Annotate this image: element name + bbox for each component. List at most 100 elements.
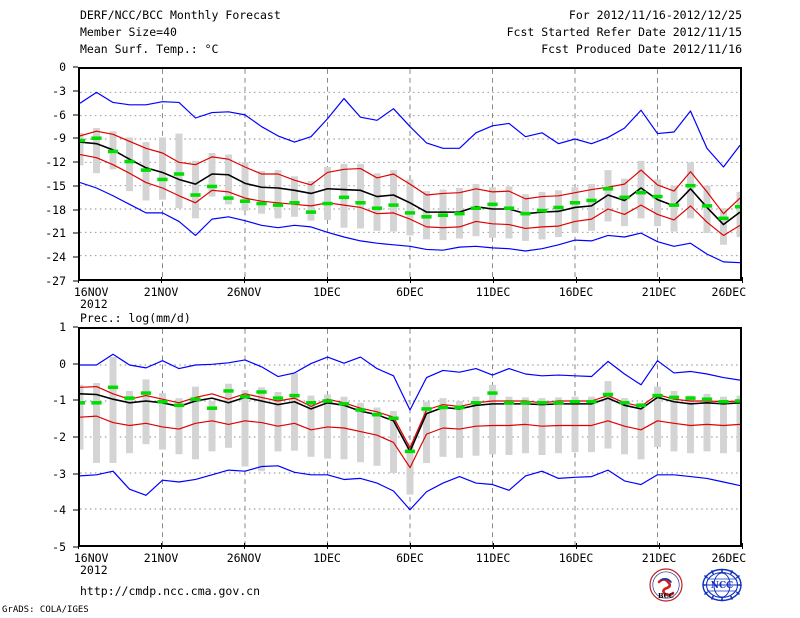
precipitation-year-label: 2012 <box>80 563 108 577</box>
ensemble-spread-bar <box>291 372 298 451</box>
x-axis-tick <box>576 277 577 283</box>
median-marker <box>272 203 284 207</box>
x-axis-tick-label: 1DEC <box>313 551 341 565</box>
y-axis-tick-label: -4 <box>52 503 66 518</box>
median-marker <box>371 412 383 417</box>
ensemble-spread-bar <box>571 396 579 453</box>
ensemble-spread-bar <box>126 390 133 454</box>
ensemble-spread-bar <box>472 184 480 237</box>
ensemble-spread-bar <box>225 154 232 205</box>
x-axis-tick <box>410 277 411 283</box>
forecast-start-date-label: Fcst Started Refer Date 2012/11/15 <box>506 25 742 39</box>
ensemble-spread-bar <box>142 379 150 445</box>
x-axis-tick-label: 26DEC <box>711 551 747 565</box>
median-marker <box>190 193 201 197</box>
ensemble-spread-bar <box>258 387 265 472</box>
x-axis-tick <box>576 543 577 549</box>
ensemble-spread-bar <box>291 176 298 217</box>
y-axis-tick-label: -21 <box>45 226 66 241</box>
x-axis-tick <box>659 277 660 283</box>
forecast-system-title: DERF/NCC/BCC Monthly Forecast <box>80 8 281 22</box>
series-lower-quartile <box>80 415 740 469</box>
median-marker <box>536 208 548 213</box>
precipitation-panel-title: Prec.: log(mm/d) <box>80 311 191 325</box>
x-axis-tick-label: 6DEC <box>396 285 424 299</box>
y-axis-tick-label: -3 <box>52 83 66 98</box>
y-axis-tick-label: -24 <box>45 250 66 265</box>
y-axis-tick <box>73 114 78 116</box>
ensemble-spread-bar <box>109 357 117 463</box>
series-upper-quartile <box>80 386 740 449</box>
y-axis-tick-label: 1 <box>59 320 66 334</box>
temperature-plot <box>78 67 742 281</box>
forecast-period-label: For 2012/11/16-2012/12/25 <box>568 8 742 22</box>
x-axis-tick <box>244 277 245 283</box>
ensemble-spread-bar <box>159 393 166 450</box>
ncc-logo-icon: NCC <box>702 568 742 602</box>
ensemble-spread-bar <box>274 170 282 219</box>
median-marker <box>80 138 86 143</box>
median-marker <box>503 401 515 405</box>
ensemble-spread-bar <box>175 133 183 209</box>
y-axis-tick <box>73 66 78 68</box>
ensemble-spread-bar <box>241 162 249 211</box>
x-axis-tick <box>78 543 79 549</box>
median-marker <box>371 206 383 210</box>
median-marker <box>157 177 168 182</box>
precipitation-plot <box>78 327 742 547</box>
y-axis-tick <box>73 399 78 401</box>
median-marker <box>91 136 102 140</box>
y-axis-tick-label: -5 <box>52 540 66 554</box>
ensemble-spread-bar <box>258 170 265 214</box>
median-marker <box>140 168 152 172</box>
median-marker <box>322 201 333 206</box>
median-marker <box>239 394 251 399</box>
median-marker <box>272 396 284 400</box>
median-marker <box>685 183 696 188</box>
median-marker <box>338 402 350 406</box>
x-axis-tick <box>161 543 162 549</box>
x-axis-tick-label: 26NOV <box>226 285 262 299</box>
median-marker <box>569 201 581 205</box>
median-marker <box>487 391 498 395</box>
median-marker <box>124 159 135 164</box>
ensemble-spread-bar <box>670 185 678 232</box>
ensemble-spread-bar <box>373 407 381 466</box>
median-marker <box>206 184 218 189</box>
series-ensemble-mean <box>80 141 740 226</box>
ensemble-spread-bar <box>687 162 694 219</box>
ensemble-spread-bar <box>225 383 232 448</box>
series-maximum <box>80 91 740 168</box>
median-marker <box>553 401 564 405</box>
median-marker <box>190 397 201 401</box>
x-axis-tick-label: 21NOV <box>143 285 179 299</box>
median-marker <box>569 399 581 404</box>
median-marker <box>338 195 350 200</box>
median-marker <box>685 396 696 400</box>
median-marker <box>355 408 366 412</box>
median-marker <box>421 215 432 219</box>
y-axis-tick <box>73 326 78 328</box>
x-axis-tick-label: 26NOV <box>226 551 262 565</box>
y-axis-tick <box>73 509 78 511</box>
y-axis-tick-label: -18 <box>45 202 66 217</box>
y-axis-tick <box>73 185 78 187</box>
source-url[interactable]: http://cmdp.ncc.cma.gov.cn <box>80 584 261 598</box>
ensemble-spread-bar <box>522 194 529 241</box>
ensemble-spread-bar <box>522 397 529 454</box>
ensemble-spread-bar <box>324 167 331 220</box>
median-marker <box>388 416 399 421</box>
y-axis-tick-label: -15 <box>45 178 66 193</box>
median-marker <box>388 203 399 207</box>
y-axis-tick-label: -6 <box>52 107 66 122</box>
ensemble-spread-bar <box>406 442 414 495</box>
ensemble-spread-bar <box>80 132 84 166</box>
x-axis-tick <box>493 543 494 549</box>
median-marker <box>404 211 416 215</box>
median-marker <box>437 213 449 217</box>
y-axis-tick-label: -3 <box>52 466 66 481</box>
ensemble-spread-bar <box>373 173 381 231</box>
x-axis-tick <box>742 277 743 283</box>
y-axis-tick <box>73 363 78 365</box>
ensemble-spread-bar <box>390 170 397 232</box>
